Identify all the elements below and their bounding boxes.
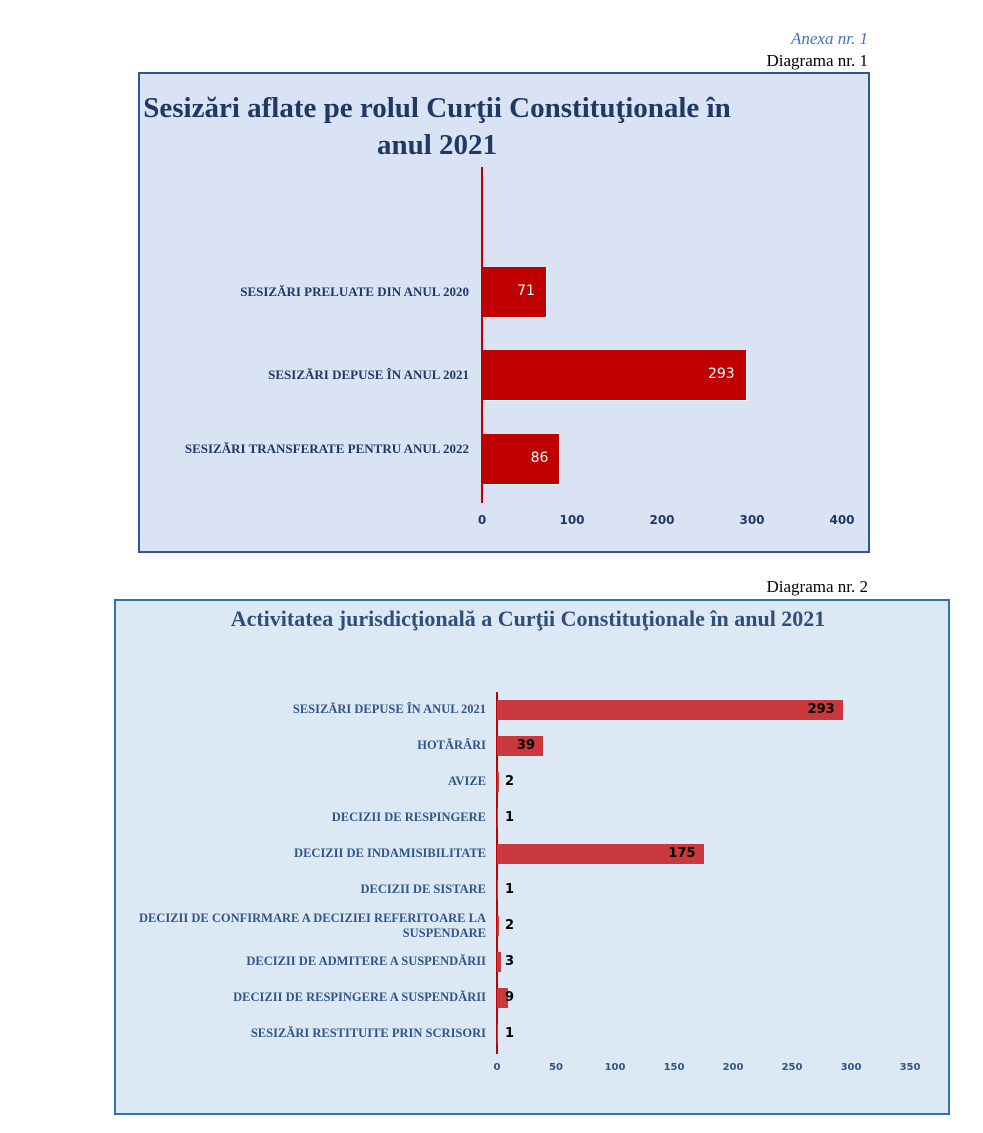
data-label: 86 bbox=[530, 450, 549, 466]
category-label: DECIZII DE ADMITERE A SUSPENDĂRII bbox=[246, 954, 486, 968]
bar bbox=[497, 1024, 499, 1044]
category-label: SESIZĂRI DEPUSE ÎN ANUL 2021 bbox=[268, 367, 469, 382]
bar bbox=[497, 916, 500, 936]
bar bbox=[482, 267, 546, 317]
bar bbox=[497, 844, 704, 864]
bar bbox=[497, 952, 501, 972]
data-label: 1 bbox=[505, 882, 515, 897]
chart-1-title: Sesizări aflate pe rolul Curţii Constitu… bbox=[143, 92, 731, 161]
chart-2: Activitatea jurisdicţională a Curţii Con… bbox=[114, 599, 950, 1115]
tick-label: 0 bbox=[477, 513, 487, 527]
data-label: 9 bbox=[505, 990, 515, 1005]
data-label: 71 bbox=[517, 283, 535, 299]
bar bbox=[497, 880, 499, 900]
category-label: SESIZĂRI TRANSFERATE PENTRU ANUL 2022 bbox=[184, 441, 469, 456]
tick-label: 200 bbox=[722, 1062, 744, 1073]
data-label: 2 bbox=[505, 774, 515, 789]
axis-line bbox=[481, 167, 483, 503]
tick-label: 250 bbox=[781, 1062, 803, 1073]
bar bbox=[482, 350, 746, 400]
category-label: DECIZII DE SISTARE bbox=[360, 882, 486, 896]
category-label: AVIZE bbox=[448, 774, 486, 788]
category-label: DECIZII DE CONFIRMARE A DECIZIEI REFERIT… bbox=[138, 911, 486, 940]
annex-label: Anexa nr. 1 bbox=[791, 29, 868, 48]
tick-label: 50 bbox=[549, 1062, 563, 1073]
category-label: SESIZĂRI DEPUSE ÎN ANUL 2021 bbox=[292, 702, 486, 716]
category-label: DECIZII DE RESPINGERE bbox=[331, 810, 486, 824]
tick-label: 0 bbox=[493, 1062, 501, 1073]
category-label: HOTĂRÂRI bbox=[417, 738, 486, 752]
tick-label: 300 bbox=[840, 1062, 862, 1073]
tick-label: 400 bbox=[829, 513, 855, 527]
chart-2-title: Activitatea jurisdicţională a Curţii Con… bbox=[230, 606, 826, 631]
bar bbox=[497, 772, 500, 792]
bar bbox=[497, 736, 544, 756]
chart-1: Sesizări aflate pe rolul Curţii Constitu… bbox=[138, 72, 870, 553]
category-label: DECIZII DE INDAMISIBILITATE bbox=[294, 846, 486, 860]
tick-label: 350 bbox=[899, 1062, 921, 1073]
data-label: 3 bbox=[505, 954, 515, 969]
data-label: 2 bbox=[505, 918, 515, 933]
bar bbox=[497, 988, 508, 1008]
tick-label: 300 bbox=[739, 513, 765, 527]
diagram2-label: Diagrama nr. 2 bbox=[766, 577, 869, 596]
data-label: 1 bbox=[505, 1026, 515, 1041]
bar bbox=[482, 434, 560, 484]
bar bbox=[497, 700, 843, 720]
data-label: 39 bbox=[516, 738, 536, 753]
data-label: 293 bbox=[807, 702, 835, 717]
diagram1-label: Diagrama nr. 1 bbox=[766, 51, 869, 70]
data-label: 293 bbox=[707, 366, 735, 382]
axis-line bbox=[496, 692, 498, 1054]
tick-label: 200 bbox=[649, 513, 675, 527]
category-label: DECIZII DE RESPINGERE A SUSPENDĂRII bbox=[233, 990, 486, 1004]
tick-label: 100 bbox=[559, 513, 585, 527]
bar bbox=[497, 808, 499, 828]
category-label: SESIZĂRI RESTITUITE PRIN SCRISORI bbox=[250, 1026, 486, 1040]
tick-label: 100 bbox=[604, 1062, 626, 1073]
tick-label: 150 bbox=[663, 1062, 685, 1073]
data-label: 1 bbox=[505, 810, 515, 825]
data-label: 175 bbox=[668, 846, 696, 861]
category-label: SESIZĂRI PRELUATE DIN ANUL 2020 bbox=[240, 284, 469, 299]
